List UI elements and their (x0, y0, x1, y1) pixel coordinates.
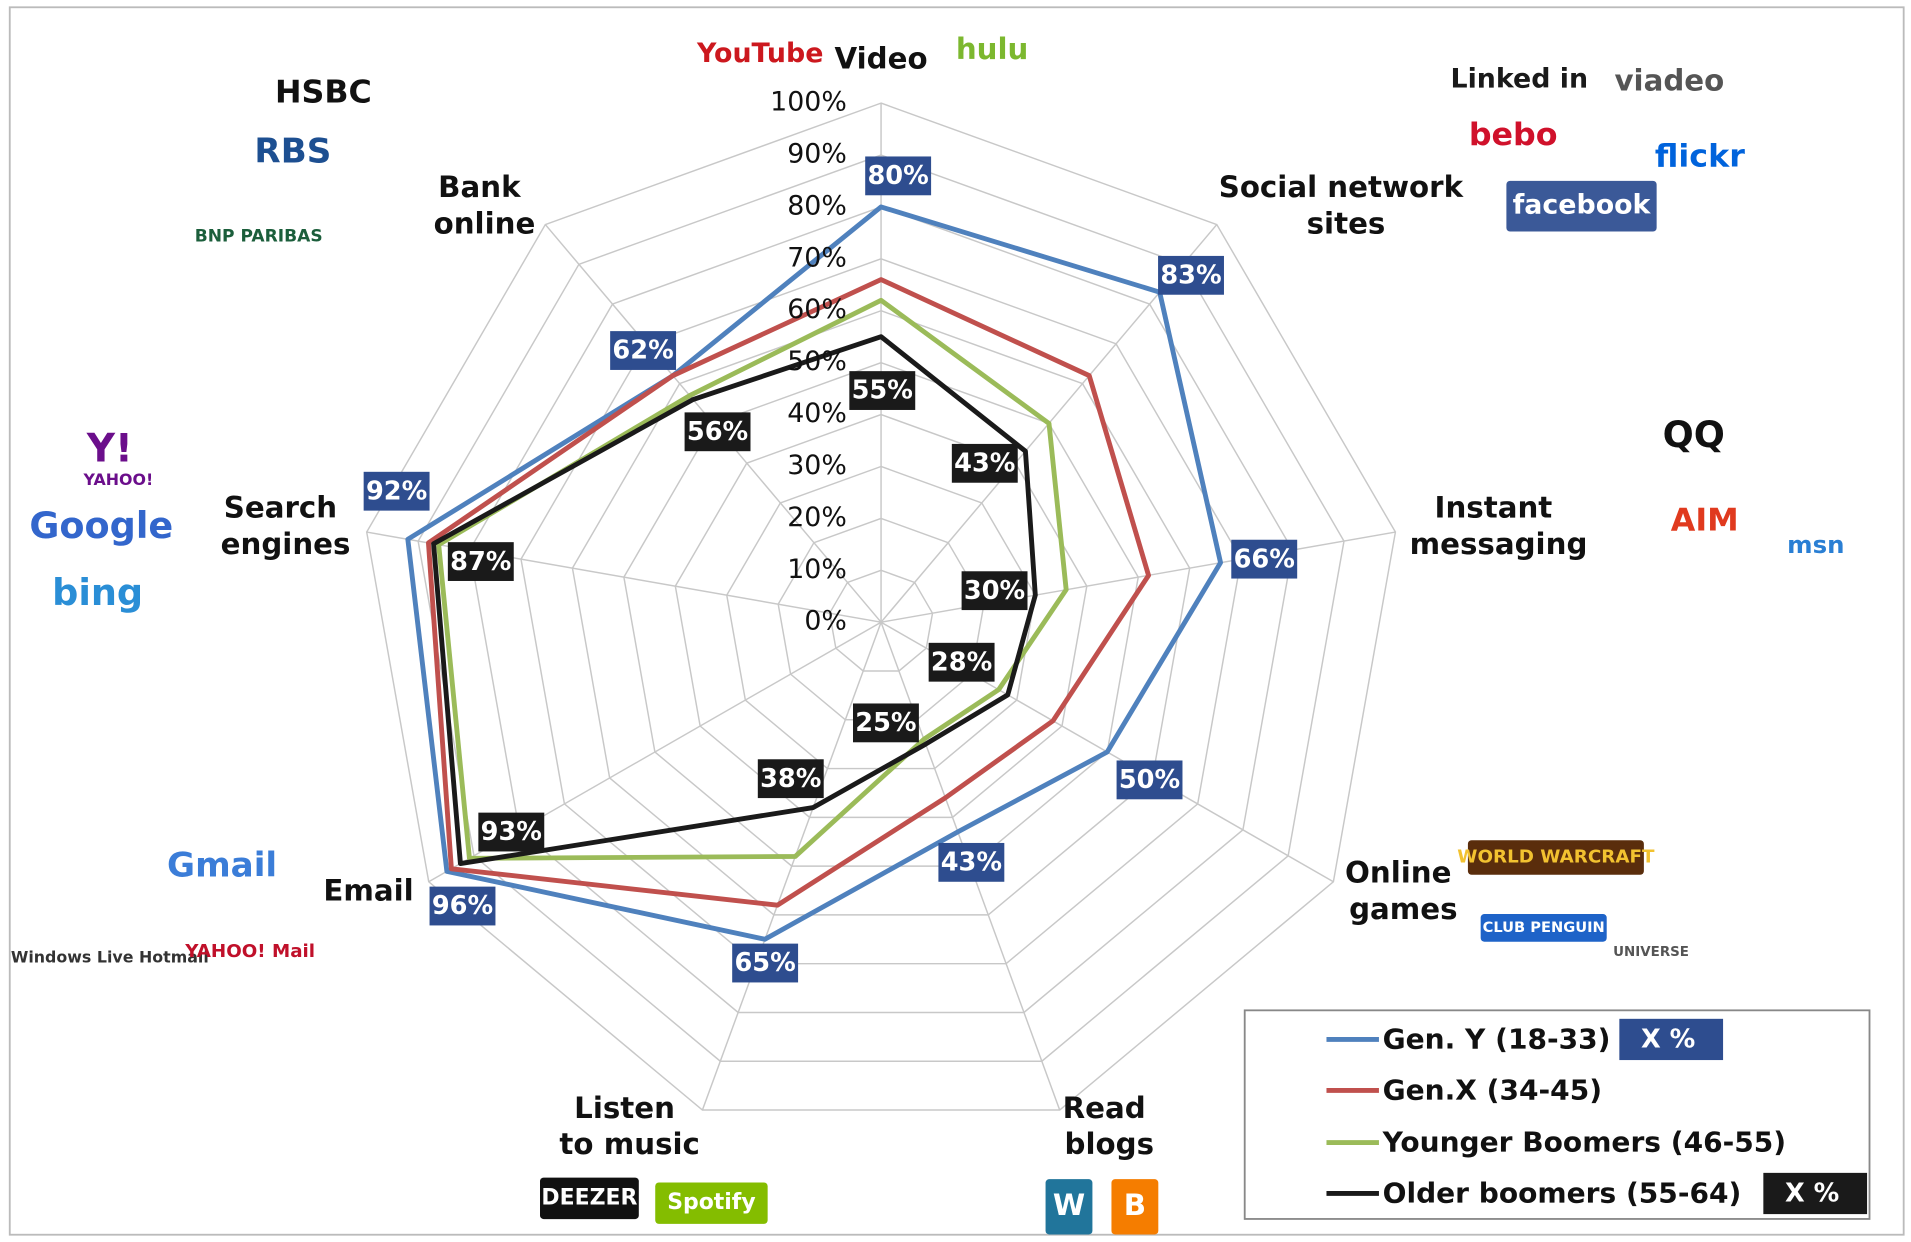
category-label-line: to music (559, 1127, 699, 1161)
category-label-line: Instant (1435, 490, 1563, 524)
r-tick-label: 50% (787, 346, 847, 377)
category-label-line: Bank (438, 170, 531, 204)
category-label: Video (835, 42, 928, 76)
value-label: 30% (964, 576, 1025, 606)
r-tick-label: 80% (787, 190, 847, 221)
value-label: 96% (432, 891, 493, 921)
legend-badge-label: X % (1641, 1025, 1695, 1055)
logo: viadeo (1614, 64, 1724, 98)
legend-label: Older boomers (55-64) (1383, 1177, 1742, 1210)
logo: bing (52, 571, 143, 614)
value-label: 25% (855, 708, 916, 738)
legend-label: Gen.X (34-45) (1383, 1074, 1602, 1107)
logo: B (1124, 1188, 1146, 1222)
logo: WORLD WARCRAFT (1457, 847, 1655, 868)
logo: RBS (254, 131, 331, 171)
value-label: 50% (1119, 765, 1180, 795)
legend-badge-label: X % (1785, 1179, 1839, 1209)
value-label: 43% (941, 848, 1002, 878)
logo: YAHOO! Mail (184, 941, 315, 962)
value-label: 87% (450, 547, 511, 577)
category-label-line: blogs (1065, 1127, 1154, 1161)
logo: Google (29, 504, 173, 547)
category-label: Email (323, 874, 413, 908)
value-label: 65% (734, 948, 795, 978)
value-label: 43% (954, 449, 1015, 479)
logo: bebo (1469, 117, 1558, 153)
category-label-line: Search (224, 490, 348, 524)
logo: BNP PARIBAS (195, 227, 323, 247)
r-tick-label: 30% (787, 450, 847, 481)
value-label: 66% (1234, 544, 1295, 574)
category-label-line: games (1349, 892, 1458, 926)
category-label-line: Online (1345, 856, 1462, 890)
logo: W (1053, 1188, 1085, 1222)
category-label-line: sites (1307, 207, 1386, 241)
category-label-line: Social network (1219, 170, 1474, 204)
logo: Y! (86, 427, 133, 472)
logo: msn (1787, 530, 1844, 559)
category-label-line: messaging (1410, 527, 1588, 561)
logo: facebook (1513, 190, 1652, 221)
category-label-line: Listen (574, 1091, 685, 1125)
logo: YAHOO! (83, 470, 154, 489)
logo: hulu (956, 32, 1029, 66)
value-label: 28% (931, 648, 992, 678)
legend-label: Younger Boomers (46-55) (1382, 1126, 1787, 1159)
r-tick-label: 40% (787, 398, 847, 429)
chart: 0% 10% 20% 30% 40% 50% 60% 70% 80% 90% 100% Video So… (0, 0, 1911, 1242)
value-label: 55% (852, 376, 913, 406)
value-label: 62% (612, 336, 673, 366)
category-label-line: engines (221, 527, 351, 561)
logo: DEEZER (541, 1185, 637, 1210)
r-tick-label: 10% (787, 554, 847, 585)
r-tick-label: 70% (787, 242, 847, 273)
category-label-line: Read (1063, 1091, 1156, 1125)
r-tick-label: 0% (804, 606, 847, 637)
logo: Spotify (667, 1190, 755, 1215)
logo: AIM (1671, 503, 1739, 539)
value-label: 80% (867, 161, 928, 191)
logo: CLUB PENGUIN (1483, 919, 1605, 936)
category-label-line: online (434, 207, 536, 241)
logo: Gmail (167, 846, 277, 886)
value-label: 38% (760, 764, 821, 794)
value-label: 93% (481, 817, 542, 847)
value-label: 92% (366, 476, 427, 506)
logo: Windows Live Hotmail (11, 948, 209, 967)
logo: QQ (1663, 413, 1725, 456)
logo: YouTube (696, 38, 823, 69)
r-tick-label: 100% (770, 87, 847, 118)
r-tick-label: 20% (787, 502, 847, 533)
r-tick-label: 90% (787, 139, 847, 170)
logo: UNIVERSE (1613, 945, 1689, 960)
r-tick-label: 60% (787, 294, 847, 325)
page: 0% 10% 20% 30% 40% 50% 60% 70% 80% 90% 100% Video So… (0, 0, 1911, 1242)
logo: flickr (1655, 139, 1745, 175)
logo: HSBC (275, 74, 372, 110)
logo: Linked in (1450, 64, 1588, 95)
value-label: 83% (1160, 261, 1221, 291)
legend-label: Gen. Y (18-33) (1383, 1023, 1611, 1056)
value-label: 56% (687, 417, 748, 447)
